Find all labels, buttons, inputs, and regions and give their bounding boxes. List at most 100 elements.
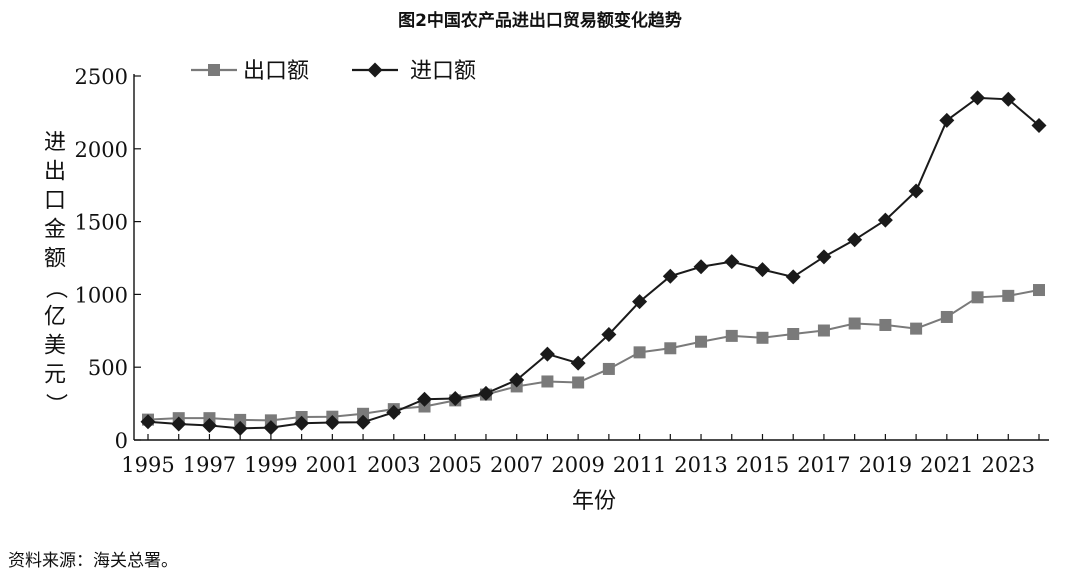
y-tick-label: 2500 xyxy=(75,65,128,89)
legend-label: 出口额 xyxy=(243,59,309,84)
data-point xyxy=(263,420,279,436)
data-point xyxy=(357,407,370,420)
data-point xyxy=(664,342,677,355)
data-point xyxy=(572,376,585,389)
y-axis-title-char: （ xyxy=(43,277,68,299)
y-axis-title-char: 额 xyxy=(44,247,66,272)
data-point xyxy=(940,310,953,323)
data-point xyxy=(541,375,554,388)
y-tick-label: 1000 xyxy=(75,283,128,307)
series-line xyxy=(147,289,1040,422)
data-point xyxy=(294,415,310,431)
data-point xyxy=(632,294,648,310)
data-point xyxy=(816,249,832,265)
legend: 出口额 进口额 xyxy=(191,59,476,84)
data-point xyxy=(877,212,893,228)
x-tick-label: 2023 xyxy=(982,453,1035,477)
data-point xyxy=(1000,91,1016,107)
x-tick-label: 2011 xyxy=(613,453,666,477)
data-point xyxy=(539,346,555,362)
data-point xyxy=(324,415,340,431)
y-axis-title-char: 口 xyxy=(44,189,66,214)
x-tick-label: 2001 xyxy=(306,453,359,477)
series-export xyxy=(142,284,1045,427)
x-tick-label: 2019 xyxy=(859,453,912,477)
y-axis-ticks: 0 500 1000 1500 2000 2500 xyxy=(75,65,141,453)
x-tick-label: 2021 xyxy=(920,453,973,477)
data-point xyxy=(970,90,986,106)
data-point xyxy=(633,346,646,359)
x-tick-label: 2007 xyxy=(490,453,543,477)
x-tick-label: 1999 xyxy=(244,453,297,477)
y-axis-title-char: 进 xyxy=(44,131,66,156)
y-tick-label: 2000 xyxy=(75,138,128,162)
data-point xyxy=(386,404,402,420)
data-point xyxy=(1033,284,1045,297)
data-point xyxy=(140,414,156,430)
data-point xyxy=(417,391,433,407)
series-layer xyxy=(140,90,1047,436)
x-tick-label: 2013 xyxy=(674,453,727,477)
data-point xyxy=(939,112,955,128)
data-point xyxy=(785,269,801,285)
data-point xyxy=(908,183,924,199)
data-point xyxy=(910,322,923,335)
axes xyxy=(133,74,1049,441)
data-point xyxy=(724,254,740,270)
x-tick-label: 1995 xyxy=(121,453,174,477)
x-tick-label: 2009 xyxy=(551,453,604,477)
data-point xyxy=(171,416,187,432)
data-point xyxy=(817,324,830,337)
data-point xyxy=(570,355,586,371)
legend-entry: 进口额 xyxy=(352,59,476,84)
data-point xyxy=(232,420,248,436)
data-point xyxy=(201,417,217,433)
x-tick-label: 2003 xyxy=(367,453,420,477)
y-tick-label: 1500 xyxy=(75,211,128,235)
y-tick-label: 500 xyxy=(88,356,128,380)
data-point xyxy=(695,335,708,348)
data-point xyxy=(725,329,738,342)
y-axis-title-char: 亿 xyxy=(44,305,66,330)
data-point xyxy=(601,326,617,342)
data-point xyxy=(754,262,770,278)
legend-marker xyxy=(367,62,383,78)
data-point xyxy=(879,318,892,331)
y-axis-title-char: 元 xyxy=(44,363,66,388)
data-point xyxy=(509,372,525,388)
data-point xyxy=(355,414,371,430)
data-point xyxy=(1031,118,1047,134)
data-point xyxy=(447,391,463,407)
series-line xyxy=(147,96,1040,430)
data-point xyxy=(756,331,769,344)
source-note: 资料来源：海关总署。 xyxy=(8,551,178,571)
y-axis-title-char: ） xyxy=(43,393,68,415)
y-axis-title-char: 金 xyxy=(44,218,66,243)
data-point xyxy=(602,362,615,375)
x-tick-label: 2017 xyxy=(797,453,850,477)
data-point xyxy=(662,268,678,284)
legend-entry: 出口额 xyxy=(191,59,309,84)
chart-title: 图2中国农产品进出口贸易额变化趋势 xyxy=(398,11,682,31)
y-tick-label: 0 xyxy=(115,429,128,453)
x-axis-ticks: 1995 1997 1999 2001 2003 2005 2007 2009 2011 2013… xyxy=(121,434,1040,477)
x-axis-title: 年份 xyxy=(572,489,616,514)
y-axis-title-char: 出 xyxy=(44,160,66,185)
data-point xyxy=(478,385,494,401)
x-tick-label: 2005 xyxy=(429,453,482,477)
data-point xyxy=(787,328,800,341)
legend-marker xyxy=(208,64,220,76)
x-tick-label: 1997 xyxy=(183,453,236,477)
data-point xyxy=(1002,289,1015,302)
legend-label: 进口额 xyxy=(410,59,476,84)
series-import xyxy=(140,90,1047,436)
data-point xyxy=(971,291,984,304)
data-point xyxy=(847,232,863,248)
x-tick-label: 2015 xyxy=(736,453,789,477)
line-chart: 1995 1997 1999 2001 2003 2005 2007 2009 2011 2013… xyxy=(43,59,1049,514)
data-point xyxy=(234,413,247,426)
y-axis-title-char: 美 xyxy=(44,334,66,359)
data-point xyxy=(693,259,709,275)
data-point xyxy=(848,317,861,330)
